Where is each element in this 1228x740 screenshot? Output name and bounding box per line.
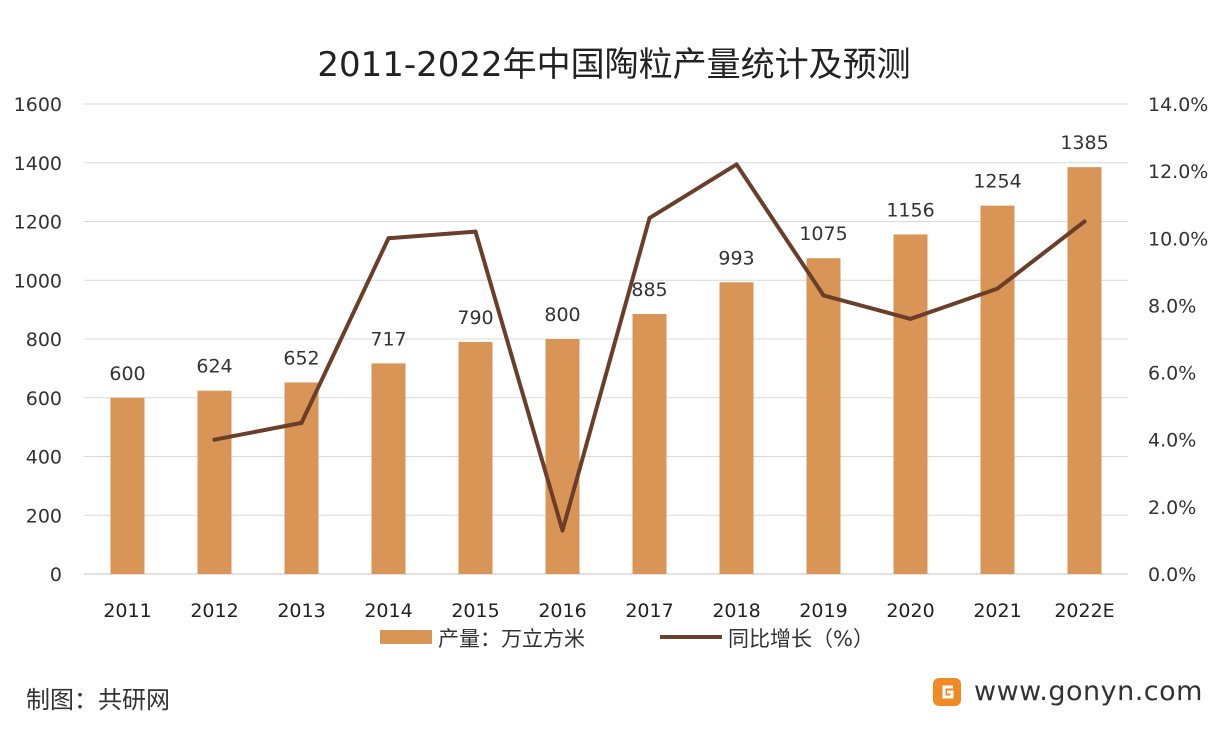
line-point (1082, 219, 1087, 224)
bar (980, 205, 1015, 574)
bar (545, 339, 580, 574)
legend-label-line: 同比增长（%） (728, 627, 874, 651)
y2-tick-label: 2.0% (1148, 497, 1196, 519)
bar-value-label: 993 (718, 247, 754, 269)
line-point (560, 528, 565, 533)
footer-site-url: www.gonyn.com (974, 676, 1203, 707)
y2-tick-label: 4.0% (1148, 430, 1196, 452)
y-tick-label: 1000 (14, 270, 62, 292)
line-point (299, 420, 304, 425)
x-tick-label: 2013 (277, 600, 325, 622)
bar-value-label: 624 (196, 356, 232, 378)
x-tick-label: 2018 (712, 600, 760, 622)
legend: 产量：万立方米 同比增长（%） (380, 627, 874, 651)
bar (110, 397, 145, 574)
line-point (734, 162, 739, 167)
bar (284, 382, 319, 574)
bar (719, 282, 754, 574)
bar (1067, 167, 1102, 574)
line-point (647, 216, 652, 221)
gonyn-logo-icon (933, 677, 961, 706)
y-tick-label: 400 (26, 447, 62, 469)
line-point (473, 229, 478, 234)
bar (458, 341, 493, 574)
line-point (386, 236, 391, 241)
bar (197, 390, 232, 574)
bar-value-label: 885 (631, 279, 667, 301)
x-tick-label: 2017 (625, 600, 673, 622)
x-tick-label: 2015 (451, 600, 499, 622)
bar-value-label: 652 (283, 347, 319, 369)
y2-tick-label: 8.0% (1148, 295, 1196, 317)
bar-value-label: 600 (109, 363, 145, 385)
y-tick-label: 800 (26, 329, 62, 351)
bar-value-label: 1075 (799, 223, 847, 245)
y-tick-label: 1400 (14, 153, 62, 175)
x-tick-label: 2012 (190, 600, 238, 622)
chart-title: 2011-2022年中国陶粒产量统计及预测 (317, 45, 910, 85)
legend-label-bar: 产量：万立方米 (438, 627, 585, 651)
footer-source-text: 制图：共研网 (26, 686, 170, 714)
bar (893, 234, 928, 575)
bar-value-label: 1254 (973, 171, 1021, 193)
grid-lines (84, 103, 1128, 575)
line-point (821, 293, 826, 298)
x-tick-label: 2016 (538, 600, 586, 622)
line-point (908, 316, 913, 321)
bar (806, 258, 841, 574)
y-tick-label: 200 (26, 505, 62, 527)
x-tick-label: 2019 (799, 600, 847, 622)
y2-tick-label: 14.0% (1148, 94, 1208, 116)
y-tick-label: 600 (26, 388, 62, 410)
axis-labels: 0 200 400 600 800 1000 1200 1400 1600 0.0% 2.0% 4.0… (14, 94, 1209, 622)
line-series (212, 162, 1087, 533)
bar-value-label: 1156 (886, 199, 934, 221)
x-tick-label: 2021 (973, 600, 1021, 622)
x-tick-label: 2011 (103, 600, 151, 622)
line-point (212, 437, 217, 442)
line-point (995, 286, 1000, 291)
bar-value-label: 790 (457, 307, 493, 329)
x-tick-label: 2014 (364, 600, 412, 622)
y2-tick-label: 0.0% (1148, 564, 1196, 586)
x-tick-label: 2022E (1054, 600, 1114, 622)
bar (371, 363, 406, 574)
y2-tick-label: 10.0% (1148, 228, 1208, 250)
bar-value-label: 717 (370, 328, 406, 350)
bar-value-label: 800 (544, 304, 580, 326)
y-tick-label: 1600 (14, 94, 62, 116)
x-tick-label: 2020 (886, 600, 934, 622)
data-labels: 600 624 652 717 790 800 885 993 1075 1156 1254 1385 (109, 132, 1108, 385)
y-tick-label: 1200 (14, 212, 62, 234)
legend-swatch-bar (380, 630, 432, 644)
y-tick-label: 0 (50, 564, 62, 586)
bar-series (110, 167, 1102, 575)
bar-value-label: 1385 (1060, 132, 1108, 154)
y2-tick-label: 6.0% (1148, 363, 1196, 385)
y2-tick-label: 12.0% (1148, 161, 1208, 183)
bar (632, 314, 667, 574)
footer-site: www.gonyn.com (932, 676, 1203, 707)
